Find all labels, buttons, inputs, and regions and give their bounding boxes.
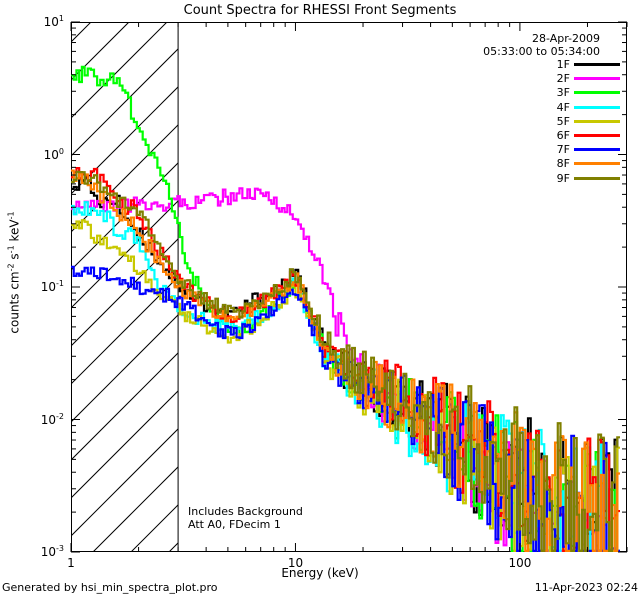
footer-generated-by: Generated by hsi_min_spectra_plot.pro: [2, 581, 218, 594]
y-tick-label: 10-2: [40, 411, 64, 427]
plot-frame: [71, 22, 627, 552]
y-axis-label: counts cm-2 s-1 keV-1: [6, 211, 22, 334]
y-tick-label: 101: [43, 14, 64, 29]
x-axis-label: Energy (keV): [281, 566, 359, 580]
y-tick-label: 100: [43, 146, 64, 162]
footer-timestamp: 11-Apr-2023 02:24: [534, 581, 638, 594]
y-tick-label: 10-3: [40, 544, 64, 559]
chart-title: Count Spectra for RHESSI Front Segments: [183, 3, 457, 18]
legend-time-range: 05:33:00 to 05:34:00: [483, 45, 600, 58]
legend-swatch: [574, 63, 620, 66]
x-tick-label: 100: [508, 556, 532, 570]
legend-date: 28-Apr-2009: [531, 32, 600, 45]
y-tick-label: 10-1: [40, 279, 64, 294]
x-tick-label: 10: [287, 556, 304, 570]
x-tick-label: 1: [67, 556, 75, 570]
